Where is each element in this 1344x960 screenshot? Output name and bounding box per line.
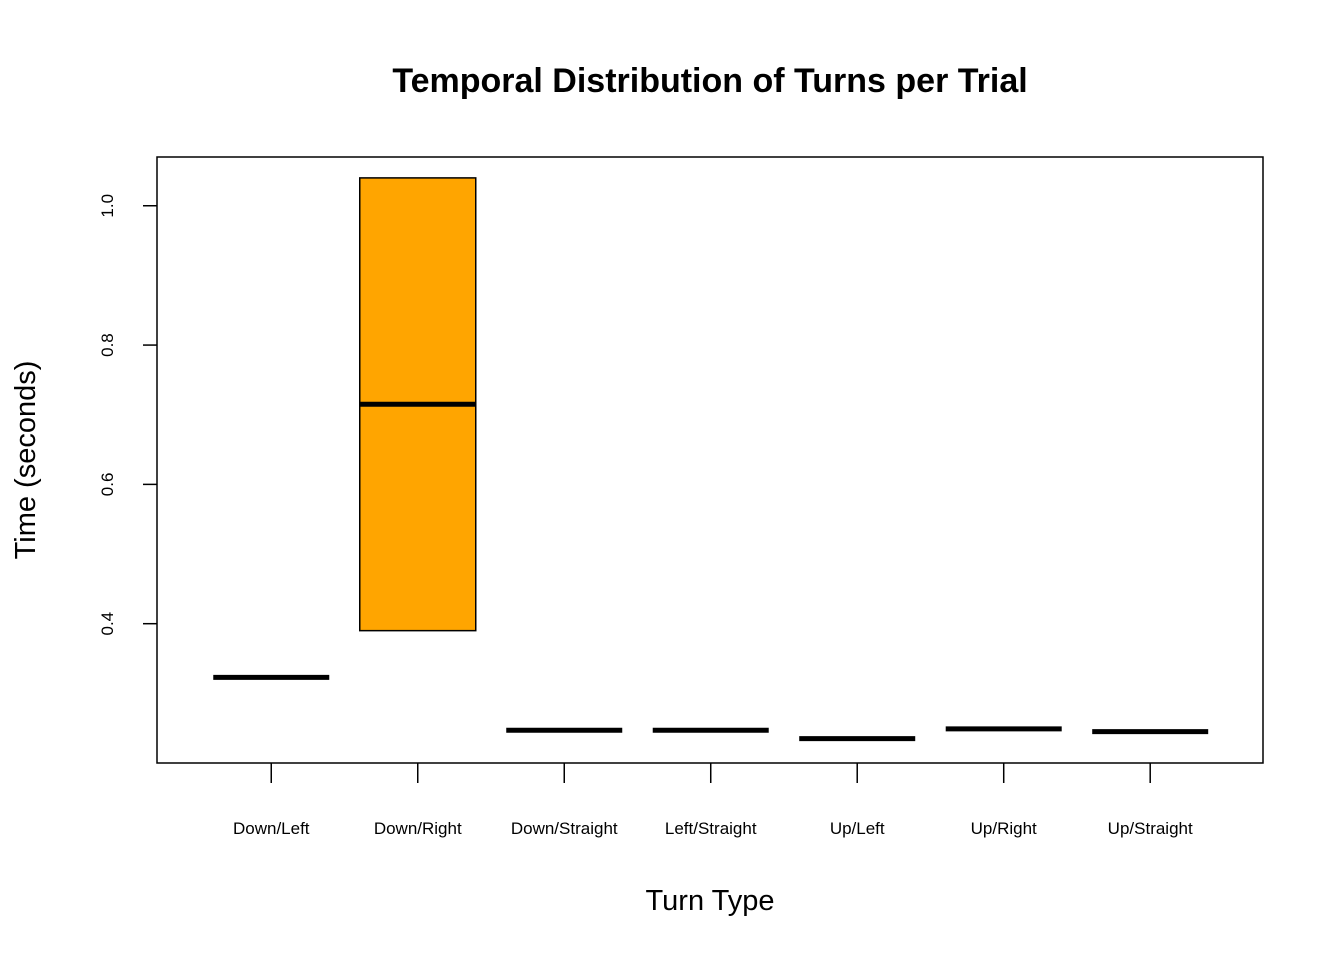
y-tick-label: 0.8 bbox=[98, 333, 117, 357]
x-tick-label: Left/Straight bbox=[665, 819, 757, 838]
y-tick-label: 1.0 bbox=[98, 194, 117, 218]
x-tick-label: Up/Right bbox=[971, 819, 1037, 838]
x-tick-label: Up/Straight bbox=[1108, 819, 1193, 838]
x-axis: Down/Left Down/Right Down/Straight Left/Str… bbox=[233, 763, 1193, 838]
y-axis-title: Time (seconds) bbox=[10, 361, 42, 560]
y-tick-label: 0.4 bbox=[98, 612, 117, 636]
chart-title: Temporal Distribution of Turns per Trial bbox=[392, 62, 1027, 100]
x-tick-label: Up/Left bbox=[830, 819, 885, 838]
y-axis: 0.4 0.6 0.8 1.0 bbox=[98, 194, 157, 636]
x-tick-label: Down/Right bbox=[374, 819, 462, 838]
plot-area bbox=[213, 177, 1209, 742]
x-tick-label: Down/Straight bbox=[511, 819, 618, 838]
x-tick-label: Down/Left bbox=[233, 819, 310, 838]
y-tick-label: 0.6 bbox=[98, 473, 117, 497]
x-axis-title: Turn Type bbox=[646, 885, 775, 917]
plot-frame bbox=[156, 156, 1264, 764]
